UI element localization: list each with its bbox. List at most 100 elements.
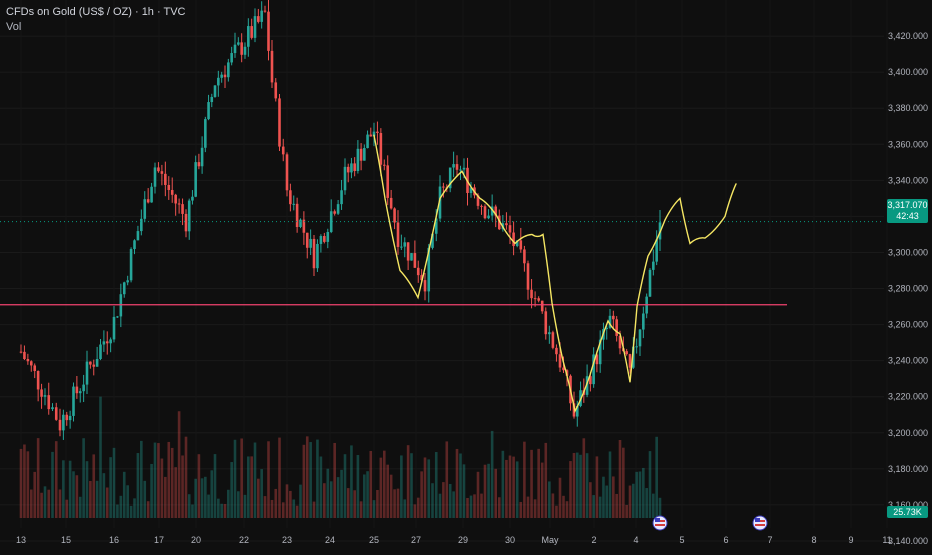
candle-body: [177, 203, 181, 205]
candle-body: [353, 163, 356, 172]
price-axis-tick: 3,400.000: [888, 67, 928, 77]
volume-bar: [260, 469, 263, 518]
volume-bar: [396, 488, 400, 518]
volume-bar: [29, 489, 33, 518]
candle-body: [292, 203, 296, 205]
candle-body: [323, 236, 326, 242]
volume-bar: [217, 498, 220, 518]
candle-body: [29, 361, 33, 366]
candle-body: [68, 415, 72, 421]
chart-legend: CFDs on Gold (US$ / OZ) · 1h · TVC Vol: [6, 5, 186, 35]
candle-body: [396, 222, 400, 247]
volume-bar: [75, 475, 79, 518]
candle-body: [638, 329, 642, 347]
volume-bar: [445, 441, 449, 518]
time-axis-tick: 11: [882, 535, 891, 545]
candle-countdown: 42:43: [896, 211, 919, 221]
volume-bar: [305, 436, 309, 518]
candle-body: [19, 351, 23, 353]
volume-bar: [480, 493, 483, 518]
volume-bar: [153, 442, 157, 518]
candle-body: [515, 240, 519, 247]
candle-body: [237, 42, 240, 45]
candle-body: [270, 50, 274, 83]
candle-body: [33, 365, 37, 371]
time-axis-tick: 7: [767, 535, 772, 545]
volume-bar: [119, 495, 123, 518]
candle-body: [598, 339, 602, 365]
candle-body: [558, 354, 562, 368]
volume-bar: [379, 457, 383, 518]
symbol-title: CFDs on Gold (US$ / OZ) · 1h · TVC: [6, 6, 186, 18]
volume-bar: [295, 505, 299, 518]
candle-body: [575, 405, 579, 417]
volume-bar: [372, 500, 376, 518]
volume-bar: [585, 453, 589, 518]
volume-bar: [250, 456, 253, 518]
candle-body: [416, 267, 420, 276]
candle-body: [126, 280, 129, 283]
candle-body: [36, 370, 40, 390]
volume-bar: [33, 471, 37, 518]
candle-body: [548, 332, 551, 335]
volume-bar: [40, 492, 43, 518]
volume-bar: [319, 456, 323, 518]
volume-bar: [632, 483, 635, 518]
volume-bar: [608, 451, 612, 518]
candle-body: [434, 218, 438, 234]
volume-bar: [82, 438, 85, 518]
candle-body: [400, 246, 403, 248]
volume-bar: [575, 452, 579, 518]
volume-bar: [548, 481, 551, 518]
candle-body: [302, 219, 306, 233]
volume-bar: [438, 493, 442, 518]
candle-body: [309, 238, 312, 248]
volume-bar: [434, 452, 438, 518]
volume-bar: [612, 476, 615, 518]
candle-body: [319, 236, 323, 244]
candle-body: [102, 341, 106, 345]
volume-bar: [494, 468, 498, 518]
candle-body: [78, 391, 82, 394]
price-axis-tick: 3,140.000: [888, 536, 928, 546]
volume-bar: [431, 483, 434, 518]
us-flag-event-icon[interactable]: [652, 515, 668, 531]
volume-bar: [78, 496, 82, 518]
volume-bar: [210, 470, 214, 518]
volume-bar: [544, 442, 548, 518]
volume-bar: [197, 454, 201, 518]
candle-body: [295, 203, 299, 227]
time-axis-tick: 2: [591, 535, 596, 545]
candle-body: [359, 148, 363, 161]
candle-body: [497, 215, 501, 230]
volume-bar: [652, 493, 655, 518]
volume-bar: [136, 453, 140, 518]
candle-body: [346, 166, 350, 173]
candle-body: [350, 163, 353, 173]
volume-bar: [483, 464, 487, 518]
us-flag-event-icon[interactable]: [752, 515, 768, 531]
candle-body: [376, 131, 379, 134]
volume-bar: [220, 503, 223, 518]
candle-body: [112, 316, 116, 340]
volume-bar: [281, 502, 285, 518]
price-axis-tick: 3,380.000: [888, 103, 928, 113]
candle-body: [181, 204, 184, 214]
volume-bar: [333, 442, 336, 518]
volume-bar: [181, 455, 184, 518]
volume-bar: [164, 476, 167, 518]
volume-bar: [19, 448, 23, 518]
volume-bar: [455, 448, 459, 518]
volume-bar: [658, 497, 662, 518]
volume-bar: [487, 463, 490, 518]
time-axis-tick: 29: [458, 535, 468, 545]
candle-body: [438, 186, 442, 219]
candle-body: [99, 344, 102, 359]
price-axis-tick: 3,280.000: [888, 284, 928, 294]
candle-body: [442, 186, 445, 188]
candle-body: [393, 208, 396, 223]
candle-body: [170, 190, 174, 195]
volume-bar: [569, 461, 572, 518]
